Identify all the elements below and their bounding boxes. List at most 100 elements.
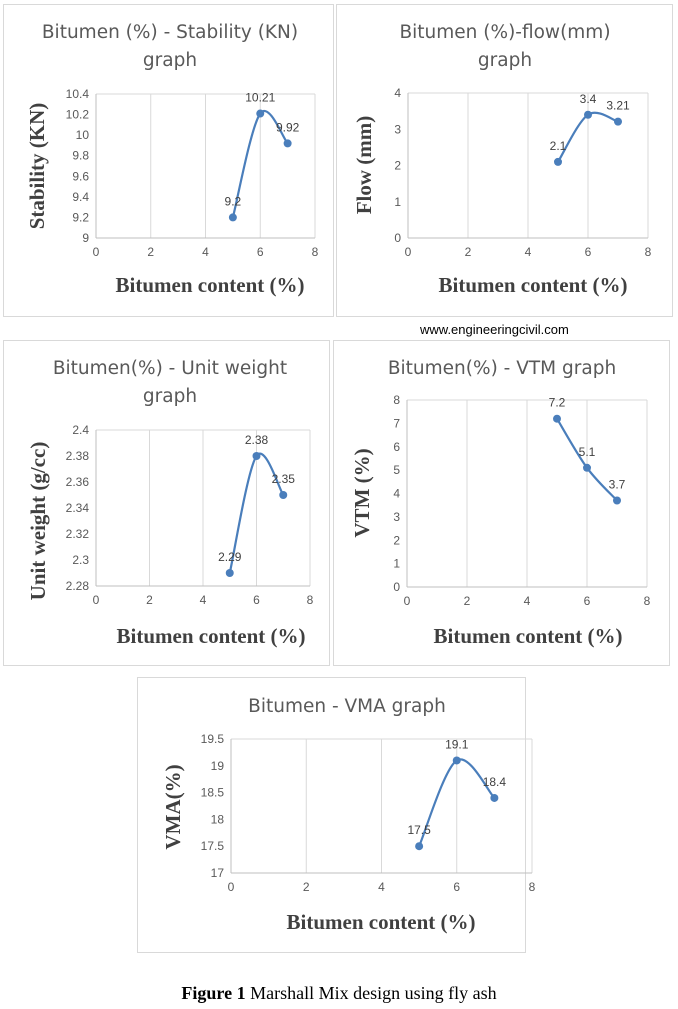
chart-title: Bitumen (%) - Stability (KN) — [42, 22, 298, 43]
y-tick-label: 18.5 — [201, 786, 225, 800]
data-point — [252, 452, 261, 460]
y-tick-label: 2.32 — [66, 527, 90, 541]
x-tick-label: 2 — [147, 245, 154, 259]
chart-title: graph — [143, 50, 197, 71]
x-axis-label: Bitumen content (%) — [439, 273, 628, 297]
y-tick-label: 19.5 — [201, 732, 225, 746]
y-tick-label: 3 — [394, 122, 401, 136]
y-tick-label: 9.4 — [72, 190, 89, 204]
y-tick-label: 3 — [393, 510, 400, 524]
data-label: 9.2 — [225, 194, 242, 208]
y-tick-label: 7 — [393, 416, 400, 430]
data-label: 2.38 — [245, 433, 269, 447]
x-tick-label: 0 — [93, 593, 100, 607]
y-tick-label: 2 — [393, 533, 400, 547]
data-label: 9.92 — [276, 120, 300, 134]
y-tick-label: 4 — [393, 487, 400, 501]
x-tick-label: 4 — [202, 245, 209, 259]
watermark-text[interactable]: www.engineeringcivil.com — [420, 322, 569, 337]
y-tick-label: 9.8 — [72, 149, 89, 163]
y-tick-label: 9.6 — [72, 169, 89, 183]
y-tick-label: 19 — [211, 759, 225, 773]
x-tick-label: 4 — [200, 593, 207, 607]
x-axis-label: Bitumen content (%) — [116, 273, 305, 297]
y-tick-label: 6 — [393, 440, 400, 454]
y-tick-label: 2.3 — [72, 553, 89, 567]
x-tick-label: 8 — [312, 245, 319, 259]
y-tick-label: 2.38 — [66, 449, 90, 463]
y-tick-label: 2.34 — [66, 501, 90, 515]
chart-svg: Bitumen(%) - Unit weight graph 0 2 4 6 8 2.28 2.… — [26, 358, 314, 648]
x-tick-label: 6 — [584, 594, 591, 608]
data-point — [553, 414, 561, 423]
chart-title: Bitumen - VMA graph — [248, 696, 446, 717]
data-label: 18.4 — [483, 775, 507, 789]
data-point — [415, 842, 424, 851]
x-tick-label: 0 — [404, 594, 411, 608]
y-axis-label: Stability (KN) — [25, 103, 49, 230]
x-tick-label: 4 — [525, 245, 532, 259]
x-axis-label: Bitumen content (%) — [117, 624, 306, 648]
stability-chart-panel: Bitumen (%) - Stability (KN) graph 0 2 4 6 8 9 9… — [3, 4, 334, 317]
vtm-chart-panel: Bitumen(%) - VTM graph 0 2 4 6 8 0 1 2 3 4 5 6 7 8 Bitu… — [333, 340, 670, 666]
chart-title: Bitumen(%) - Unit weight — [53, 358, 287, 379]
chart-title: Bitumen(%) - VTM graph — [388, 358, 616, 379]
y-tick-label: 10 — [76, 128, 90, 142]
data-point — [490, 793, 499, 802]
chart-svg: Bitumen(%) - VTM graph 0 2 4 6 8 0 1 2 3 4 5 6 7 8 Bitu… — [350, 358, 651, 648]
y-tick-label: 0 — [394, 231, 401, 245]
y-tick-label: 1 — [394, 195, 401, 209]
x-tick-label: 2 — [464, 594, 471, 608]
y-axis-label: VTM (%) — [350, 448, 374, 537]
figure-caption: Figure 1 Marshall Mix design using fly a… — [0, 983, 678, 1004]
x-tick-label: 8 — [644, 594, 651, 608]
y-axis-label: Flow (mm) — [352, 116, 376, 215]
chart-svg: Bitumen (%)-flow(mm) graph 0 2 4 6 8 0 1 2 3 4 Bitum… — [352, 22, 652, 297]
y-tick-label: 10.2 — [66, 108, 90, 122]
data-point — [279, 491, 288, 499]
y-tick-label: 17.5 — [201, 839, 225, 853]
data-label: 2.29 — [218, 550, 242, 564]
y-tick-label: 1 — [393, 557, 400, 571]
data-point — [228, 213, 237, 222]
data-label: 3.21 — [606, 99, 630, 113]
data-label: 3.4 — [580, 92, 597, 106]
data-point — [614, 117, 622, 126]
data-label: 5.1 — [579, 445, 596, 459]
data-label: 2.35 — [272, 472, 296, 486]
x-tick-label: 2 — [465, 245, 472, 259]
data-point — [225, 569, 234, 577]
data-label: 17.5 — [407, 823, 431, 837]
y-tick-label: 5 — [393, 463, 400, 477]
data-point — [584, 110, 592, 119]
y-tick-label: 18 — [211, 812, 225, 826]
unit-weight-chart-panel: Bitumen(%) - Unit weight graph 0 2 4 6 8 2.28 2.… — [3, 340, 330, 666]
chart-svg: Bitumen (%) - Stability (KN) graph 0 2 4 6 8 9 9… — [25, 22, 319, 297]
chart-title: Bitumen (%)-flow(mm) — [399, 22, 610, 43]
figure-caption-label: Figure 1 — [181, 983, 246, 1003]
x-tick-label: 6 — [253, 593, 260, 607]
x-tick-label: 6 — [585, 245, 592, 259]
y-tick-label: 8 — [393, 393, 400, 407]
data-point — [452, 756, 461, 765]
y-tick-label: 9.2 — [72, 210, 89, 224]
chart-svg: Bitumen - VMA graph 0 2 4 6 8 17 17.5 18 18.5 19 19… — [161, 696, 536, 934]
y-axis-label: Unit weight (g/cc) — [26, 442, 50, 601]
x-axis-label: Bitumen content (%) — [287, 910, 476, 934]
x-tick-label: 8 — [645, 245, 652, 259]
chart-title: graph — [143, 386, 197, 407]
data-label: 10.21 — [245, 91, 275, 105]
y-tick-label: 2.36 — [66, 475, 90, 489]
data-label: 2.1 — [550, 139, 567, 153]
x-tick-label: 2 — [146, 593, 153, 607]
data-label: 19.1 — [445, 737, 469, 751]
x-tick-label: 0 — [93, 245, 100, 259]
figure-caption-text: Marshall Mix design using fly ash — [245, 983, 497, 1003]
flow-chart-panel: Bitumen (%)-flow(mm) graph 0 2 4 6 8 0 1 2 3 4 Bitum… — [336, 4, 673, 317]
y-tick-label: 4 — [394, 86, 401, 100]
x-tick-label: 6 — [257, 245, 264, 259]
y-tick-label: 17 — [211, 866, 225, 880]
vma-chart-panel: Bitumen - VMA graph 0 2 4 6 8 17 17.5 18 18.5 19 19… — [137, 677, 536, 953]
data-point — [583, 463, 591, 472]
y-tick-label: 9 — [82, 231, 89, 245]
